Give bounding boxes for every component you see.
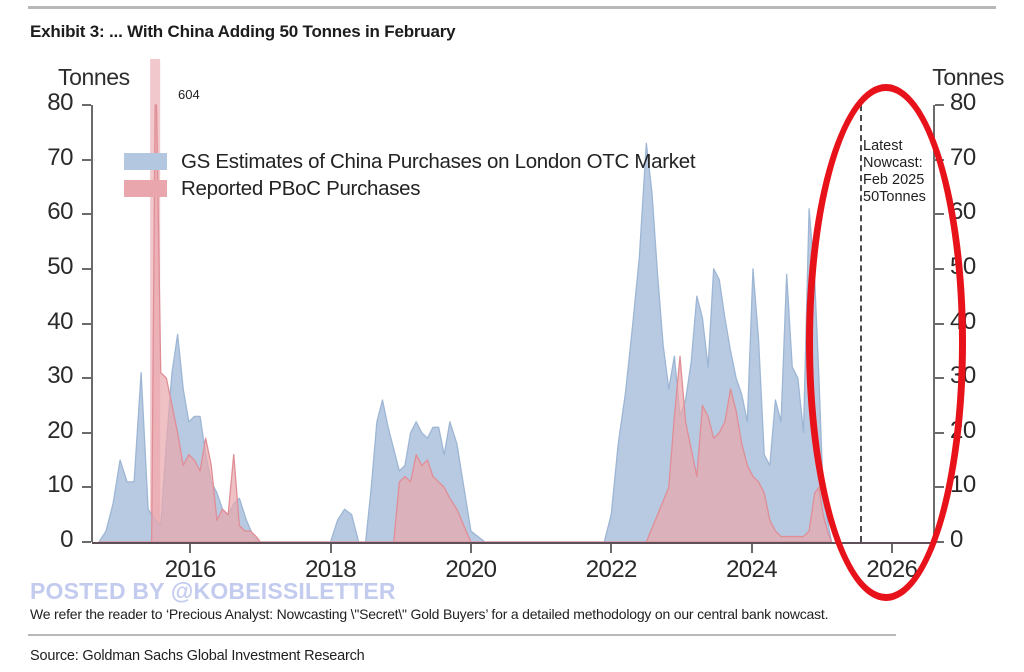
y-tick-left [82, 377, 91, 380]
x-tick-label: 2024 [726, 556, 778, 583]
footnote-text: We refer the reader to ‘Precious Analyst… [30, 606, 829, 622]
y-tick-label-left: 70 [47, 143, 73, 171]
y-axis-unit-left: Tonnes [58, 64, 130, 90]
y-tick-left [82, 158, 91, 161]
series-area-gs-estimates [98, 142, 833, 543]
y-tick-label-left: 0 [60, 526, 73, 553]
y-axis-unit-right: Tonnes [932, 64, 1004, 90]
legend-label-pboc: Reported PBoC Purchases [181, 176, 421, 200]
clipped-spike-label: 604 [178, 87, 200, 102]
y-tick-label-right: 70 [950, 143, 976, 171]
plot-area [92, 59, 934, 543]
legend-label-gs-estimates: GS Estimates of China Purchases on Londo… [181, 149, 696, 173]
x-tick [610, 544, 613, 553]
legend-item-gs-estimates: GS Estimates of China Purchases on Londo… [124, 148, 696, 175]
series-svg [98, 59, 833, 543]
x-tick [329, 544, 332, 553]
y-tick-label-left: 20 [47, 416, 73, 444]
y-tick-left [82, 104, 91, 106]
legend-swatch-blue [124, 153, 167, 170]
x-tick-label: 2022 [585, 556, 638, 583]
legend-item-pboc: Reported PBoC Purchases [124, 175, 695, 202]
x-tick [750, 544, 753, 553]
series-area-pboc [98, 104, 833, 543]
legend-swatch-red [124, 180, 167, 197]
x-tick [469, 544, 472, 553]
watermark-text: POSTED BY @KOBEISSILETTER [30, 578, 396, 604]
y-tick-right [935, 104, 944, 106]
x-tick-label: 2018 [305, 556, 357, 583]
chart-container: Tonnes Tonnes 604 0 0 10 10 20 20 30 30 40 40 50 50… [0, 59, 1024, 601]
y-tick-label-left: 60 [47, 198, 73, 226]
y-tick-right [935, 541, 944, 543]
y-tick-left [82, 322, 91, 325]
y-tick-left [82, 213, 91, 216]
x-tick-label: 2020 [445, 556, 497, 583]
x-tick-label: 2016 [164, 556, 217, 583]
y-tick-left [82, 541, 91, 543]
x-axis-spine [92, 542, 934, 544]
y-tick-left [82, 267, 91, 270]
y-axis-left-spine [91, 105, 93, 542]
page-title: Exhibit 3: ... With China Adding 50 Tonn… [30, 22, 456, 41]
y-tick-left [82, 431, 91, 434]
bottom-divider [28, 634, 896, 636]
top-divider [28, 6, 996, 9]
x-tick [189, 544, 192, 553]
y-tick-label-left: 80 [47, 89, 73, 116]
y-tick-label-right: 0 [950, 526, 963, 553]
chart-legend: GS Estimates of China Purchases on Londo… [124, 148, 696, 202]
y-tick-label-right: 80 [950, 89, 976, 116]
highlight-ellipse-icon [806, 84, 966, 601]
y-tick-label-left: 40 [47, 307, 73, 335]
y-tick-left [82, 486, 91, 489]
y-tick-label-left: 10 [47, 471, 73, 499]
y-tick-label-left: 30 [47, 362, 73, 390]
y-tick-label-left: 50 [47, 252, 73, 280]
source-text: Source: Goldman Sachs Global Investment … [30, 648, 365, 664]
